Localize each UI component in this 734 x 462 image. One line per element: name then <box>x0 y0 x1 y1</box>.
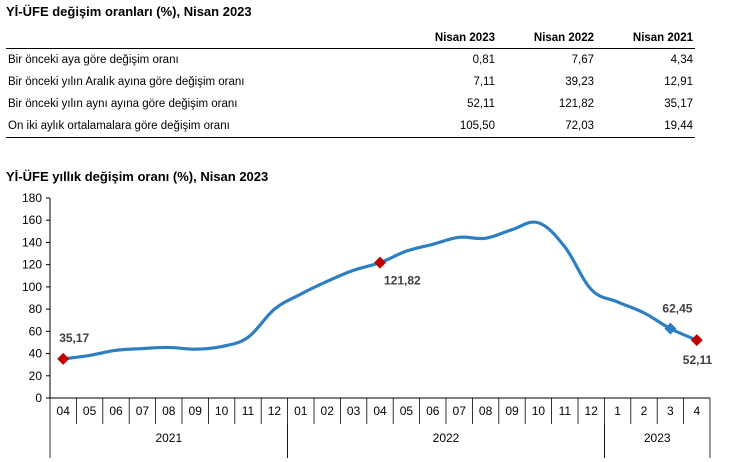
y-tick-label: 120 <box>22 258 42 272</box>
cell-value: 19,44 <box>596 115 695 138</box>
x-tick-label: 09 <box>505 404 519 418</box>
cell-value: 39,23 <box>565 76 594 88</box>
data-label: 52,11 <box>683 353 713 367</box>
data-label: 62,45 <box>662 302 692 316</box>
x-tick-label: 08 <box>479 404 493 418</box>
cell-value: 121,82 <box>558 98 594 110</box>
y-tick-label: 140 <box>22 235 42 249</box>
data-label: 121,82 <box>384 274 421 288</box>
row-label: Bir önceki aya göre değişim oranı <box>8 54 179 66</box>
data-marker <box>664 322 677 335</box>
series-line <box>61 220 699 361</box>
table-row: Bir önceki yılın aynı ayına göre değişim… <box>6 93 695 115</box>
row-label: On iki aylık ortalamalara göre değişim o… <box>6 115 398 138</box>
cell-value: 105,50 <box>398 115 497 138</box>
x-tick-label: 11 <box>242 404 255 418</box>
x-tick-label: 04 <box>373 404 387 418</box>
x-tick-label: 2 <box>641 404 648 418</box>
header-cell-nisan-2021: Nisan 2021 <box>596 27 695 49</box>
header-cell-nisan-2022: Nisan 2022 <box>497 27 596 49</box>
x-tick-label: 11 <box>559 404 572 418</box>
cell-value: 7,67 <box>571 54 594 66</box>
cell-value: 0,81 <box>472 54 495 66</box>
y-tick-label: 0 <box>35 391 42 405</box>
y-tick-label: 40 <box>29 347 43 361</box>
cell-value: 52,11 <box>467 98 495 110</box>
y-tick-label: 20 <box>29 369 43 383</box>
y-tick-label: 60 <box>29 324 43 338</box>
x-tick-label: 10 <box>215 404 229 418</box>
x-tick-label: 1 <box>614 404 621 418</box>
x-tick-label: 07 <box>136 404 150 418</box>
data-marker <box>57 352 70 365</box>
cell-value: 4,34 <box>670 54 693 66</box>
year-label: 2021 <box>155 431 182 445</box>
x-tick-label: 09 <box>189 404 203 418</box>
row-label: Bir önceki yılın Aralık ayına göre değiş… <box>8 76 245 88</box>
table-header-row: Nisan 2023 Nisan 2022 Nisan 2021 <box>6 27 695 49</box>
rates-table: Nisan 2023 Nisan 2022 Nisan 2021 Bir önc… <box>6 27 695 138</box>
x-tick-label: 03 <box>347 404 361 418</box>
data-marker <box>690 334 703 347</box>
table-row: Bir önceki yılın Aralık ayına göre değiş… <box>6 71 695 93</box>
header-cell-blank <box>6 27 398 49</box>
cell-value: 72,03 <box>497 115 596 138</box>
row-label: Bir önceki yılın aynı ayına göre değişim… <box>8 98 238 110</box>
data-label: 35,17 <box>59 331 89 345</box>
chart-title: Yİ-ÜFE yıllık değişim oranı (%), Nisan 2… <box>6 169 269 184</box>
year-label: 2023 <box>644 431 671 445</box>
x-tick-label: 12 <box>585 404 599 418</box>
x-tick-label: 06 <box>426 404 440 418</box>
cell-value: 35,17 <box>664 98 693 110</box>
y-tick-label: 160 <box>22 213 42 227</box>
x-tick-label: 02 <box>321 404 335 418</box>
y-tick-label: 180 <box>22 191 42 205</box>
x-tick-label: 06 <box>109 404 123 418</box>
x-tick-label: 08 <box>162 404 176 418</box>
x-tick-label: 01 <box>294 404 308 418</box>
table-title: Yİ-ÜFE değişim oranları (%), Nisan 2023 <box>6 4 252 19</box>
table-row: On iki aylık ortalamalara göre değişim o… <box>6 115 695 138</box>
x-tick-label: 05 <box>400 404 414 418</box>
cell-value: 7,11 <box>473 76 495 88</box>
table-row: Bir önceki aya göre değişim oranı 0,81 7… <box>6 49 695 72</box>
year-label: 2022 <box>433 431 460 445</box>
x-tick-label: 4 <box>693 404 700 418</box>
data-marker <box>374 256 386 269</box>
y-tick-label: 100 <box>22 280 42 294</box>
x-tick-label: 12 <box>268 404 282 418</box>
x-tick-label: 04 <box>57 404 71 418</box>
x-tick-label: 05 <box>83 404 97 418</box>
y-tick-label: 80 <box>29 302 43 316</box>
x-tick-label: 07 <box>453 404 467 418</box>
cell-value: 12,91 <box>664 76 693 88</box>
x-tick-label: 10 <box>532 404 546 418</box>
header-cell-nisan-2023: Nisan 2023 <box>398 27 497 49</box>
x-tick-label: 3 <box>667 404 674 418</box>
